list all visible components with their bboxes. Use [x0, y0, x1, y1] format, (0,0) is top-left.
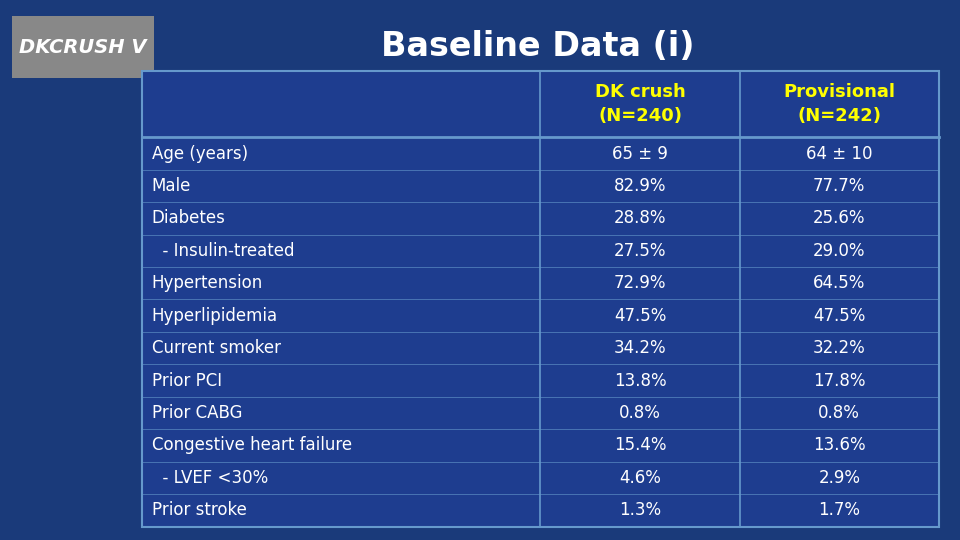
- Text: Age (years): Age (years): [152, 145, 248, 163]
- Text: 47.5%: 47.5%: [813, 307, 866, 325]
- Text: 25.6%: 25.6%: [813, 210, 866, 227]
- Text: 77.7%: 77.7%: [813, 177, 866, 195]
- Text: 13.6%: 13.6%: [813, 436, 866, 455]
- Text: Diabetes: Diabetes: [152, 210, 226, 227]
- FancyBboxPatch shape: [12, 16, 154, 78]
- Text: Hyperlipidemia: Hyperlipidemia: [152, 307, 277, 325]
- Text: Provisional
(N=242): Provisional (N=242): [783, 84, 896, 125]
- Text: 32.2%: 32.2%: [813, 339, 866, 357]
- Text: 1.7%: 1.7%: [818, 501, 860, 519]
- Text: 29.0%: 29.0%: [813, 242, 866, 260]
- Text: 15.4%: 15.4%: [613, 436, 666, 455]
- Text: Prior PCI: Prior PCI: [152, 372, 222, 389]
- Text: Congestive heart failure: Congestive heart failure: [152, 436, 351, 455]
- Text: 28.8%: 28.8%: [613, 210, 666, 227]
- Text: 17.8%: 17.8%: [813, 372, 866, 389]
- Text: 4.6%: 4.6%: [619, 469, 661, 487]
- Text: DKCRUSH V: DKCRUSH V: [19, 38, 146, 57]
- Text: 65 ± 9: 65 ± 9: [612, 145, 668, 163]
- Text: Baseline Data (i): Baseline Data (i): [381, 30, 694, 63]
- Text: 64.5%: 64.5%: [813, 274, 866, 292]
- Text: 13.8%: 13.8%: [613, 372, 666, 389]
- Text: - LVEF <30%: - LVEF <30%: [152, 469, 268, 487]
- Text: 64 ± 10: 64 ± 10: [806, 145, 873, 163]
- Text: 27.5%: 27.5%: [613, 242, 666, 260]
- Text: 34.2%: 34.2%: [613, 339, 666, 357]
- Text: - Insulin-treated: - Insulin-treated: [152, 242, 294, 260]
- Text: Current smoker: Current smoker: [152, 339, 280, 357]
- Text: DK crush
(N=240): DK crush (N=240): [594, 84, 685, 125]
- Text: Prior stroke: Prior stroke: [152, 501, 247, 519]
- Text: 0.8%: 0.8%: [619, 404, 661, 422]
- Text: 2.9%: 2.9%: [818, 469, 860, 487]
- FancyBboxPatch shape: [142, 71, 939, 526]
- Text: 82.9%: 82.9%: [613, 177, 666, 195]
- Text: 72.9%: 72.9%: [613, 274, 666, 292]
- Text: 0.8%: 0.8%: [818, 404, 860, 422]
- Text: Hypertension: Hypertension: [152, 274, 263, 292]
- Text: Prior CABG: Prior CABG: [152, 404, 242, 422]
- Text: 47.5%: 47.5%: [613, 307, 666, 325]
- Text: 1.3%: 1.3%: [619, 501, 661, 519]
- Text: Male: Male: [152, 177, 191, 195]
